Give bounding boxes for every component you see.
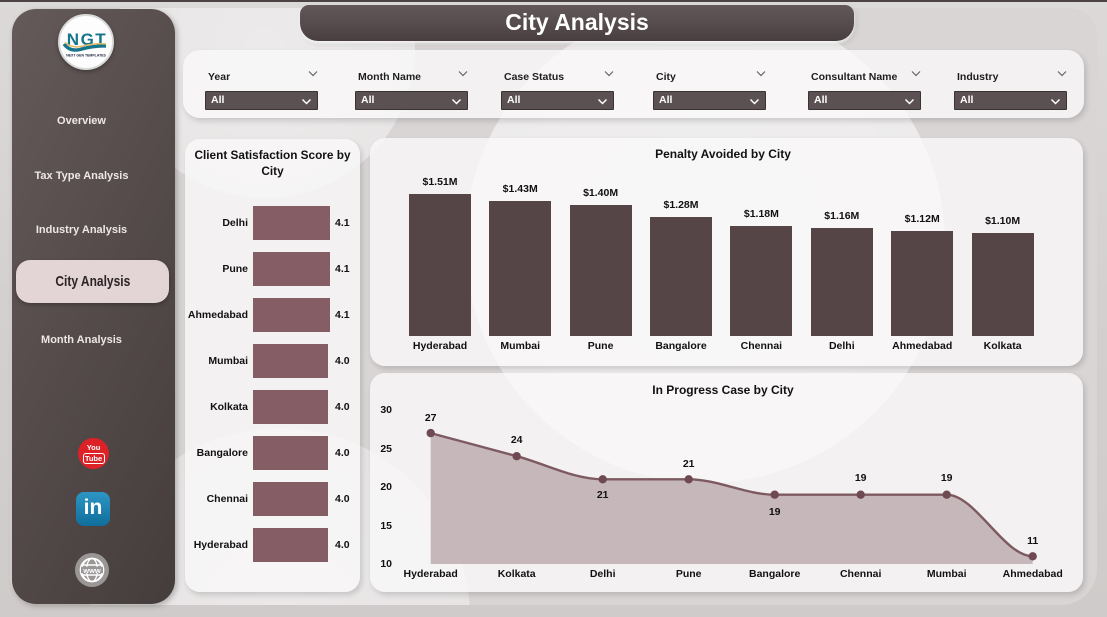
svg-text:www: www [82, 566, 101, 575]
svg-text:NEXT GEN TEMPLATES: NEXT GEN TEMPLATES [66, 54, 106, 58]
